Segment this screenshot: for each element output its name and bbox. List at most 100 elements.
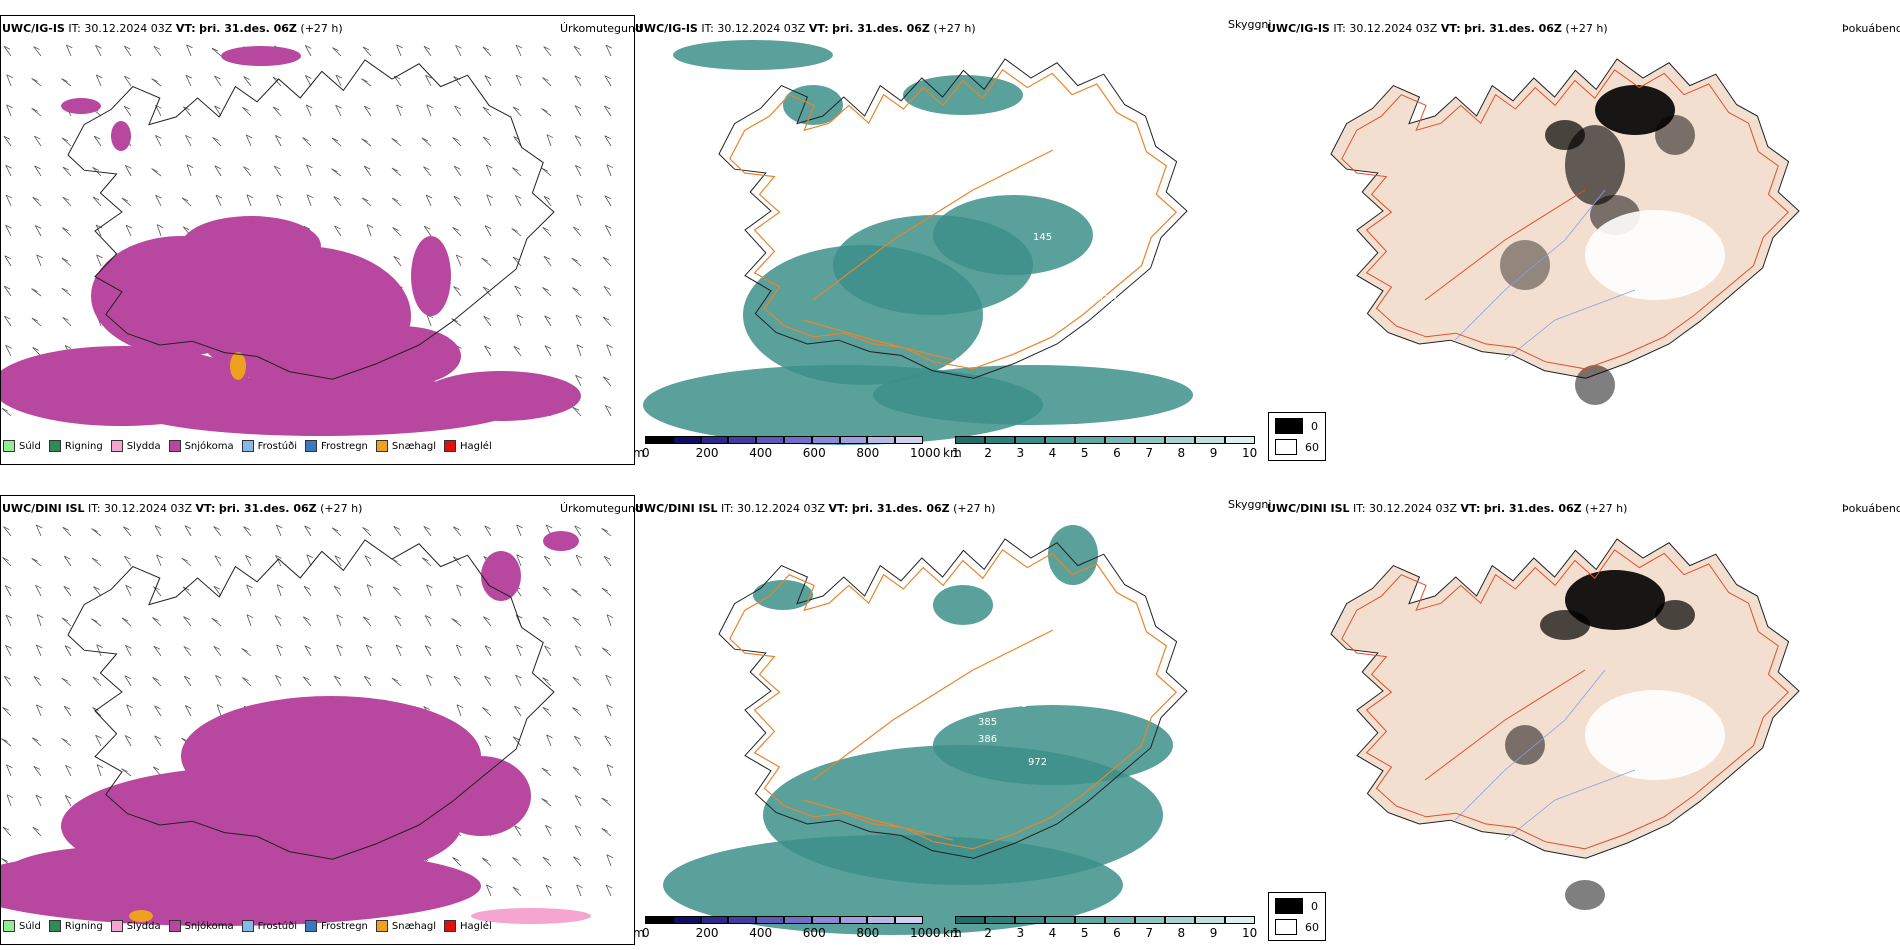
it-value: 30.12.2024 03Z <box>84 22 173 35</box>
colorbar-tick: 9 <box>1209 446 1218 460</box>
lead-time: (+27 h) <box>300 22 343 35</box>
low-visibility-area <box>663 835 1123 935</box>
snow-area <box>111 121 131 151</box>
coastline <box>718 538 1188 859</box>
colorbar-tick: 0 <box>642 446 650 460</box>
land-area <box>1330 58 1800 379</box>
fog-spot <box>1655 115 1695 155</box>
visibility-label: 386 <box>978 734 997 745</box>
legend-swatch <box>305 440 317 452</box>
colorbar-tick: 7 <box>1145 926 1153 940</box>
snow-area <box>121 376 521 436</box>
coastline <box>718 58 1188 379</box>
fog-legend-label: 0 <box>1311 899 1318 913</box>
snow-area <box>61 98 101 114</box>
fog-spot <box>1655 600 1695 630</box>
legend-label: Slydda <box>126 440 161 452</box>
colorbar-tick: 6 <box>1113 926 1121 940</box>
fog-legend-item: 60 <box>1275 439 1319 455</box>
fog-panel-1 <box>1265 15 1900 463</box>
colorbar-segment <box>839 436 868 444</box>
colorbar-tick: 600 <box>802 926 826 940</box>
colorbar-segment <box>1015 916 1045 924</box>
colorbar-segment <box>1015 436 1045 444</box>
legend-swatch <box>305 920 317 932</box>
precip-legend-2: Súld Rigning Slydda Snjókoma Frostúði Frostre… <box>3 916 492 936</box>
fog-legend-label: 60 <box>1305 920 1319 934</box>
colorbar-tick: 6 <box>1113 446 1121 460</box>
visibility-colorbar-1: km 1 2 3 4 5 6 7 8 9 10 <box>943 436 1265 462</box>
legend-label: Haglél <box>460 440 492 452</box>
fog-spot <box>1565 570 1665 630</box>
legend-item: Haglél <box>444 920 492 932</box>
legend-swatch <box>375 440 388 452</box>
precip-type-panel-1: Súld Rigning Slydda Snjókoma Frostúði Frostre… <box>0 15 635 465</box>
legend-swatch <box>3 920 15 932</box>
legend-item: Frostúði <box>241 920 297 932</box>
colorbar-segment <box>1225 916 1255 924</box>
low-visibility-area <box>673 40 833 70</box>
vt-label: VT: <box>175 22 196 35</box>
colorbar-tick: 10 <box>1242 926 1258 940</box>
colorbar-tick: 3 <box>1016 446 1025 460</box>
vt-value: þri. 31.des. 06Z <box>199 22 297 35</box>
visibility-label: 145 <box>1033 232 1052 243</box>
legend-label: Snjókoma <box>184 920 234 932</box>
panel-name-fog-1: Þokuábendi <box>1842 22 1900 35</box>
snow-area <box>341 326 461 386</box>
fog-spot <box>1545 120 1585 150</box>
panel-title-fog-1: UWC/IG-IS IT: 30.12.2024 03Z VT: þri. 31… <box>1267 22 1608 35</box>
colorbar-tick: 7 <box>1145 446 1153 460</box>
snow-area <box>181 216 321 276</box>
snow-area <box>431 756 531 836</box>
precip-type-map-1 <box>1 44 614 436</box>
visibility-field <box>663 525 1173 935</box>
legend-label: Snjókoma <box>184 440 234 452</box>
fog-legend-label: 60 <box>1305 440 1319 454</box>
legend-item: Súld <box>3 920 41 932</box>
fog-legend-swatch <box>1275 418 1303 434</box>
panel-title-cloud-2: UWC/DINI ISL IT: 30.12.2024 03Z VT: þri.… <box>635 502 996 515</box>
height-colorbar-1: m 0 200 400 600 800 1000 <box>633 436 941 462</box>
legend-label: Frostregn <box>321 440 368 452</box>
road-network <box>1341 549 1789 850</box>
colorbar-segment <box>985 916 1015 924</box>
graupel-area <box>129 910 153 922</box>
colorbar-tick: 400 <box>749 446 773 460</box>
colorbar-tick: 200 <box>695 446 719 460</box>
colorbar-tick: 1 <box>952 926 960 940</box>
snow-area <box>481 551 521 601</box>
colorbar-segment <box>728 436 757 444</box>
panel-name-cloud-1: Skyggni <box>1228 18 1272 31</box>
road-network <box>729 548 1178 850</box>
panel-name-cloud-2: Skyggni <box>1228 498 1272 511</box>
fog-indicator-field <box>1505 570 1725 910</box>
fog-legend-swatch <box>1275 439 1297 455</box>
fog-legend-item: 0 <box>1275 418 1319 434</box>
legend-swatch <box>168 920 181 932</box>
legend-label: Haglél <box>460 920 492 932</box>
fog-map-2 <box>1330 538 1800 910</box>
cloud-base-map-2: 965 614 798 385 386 972 <box>663 522 1188 935</box>
legend-item: Haglél <box>444 440 492 452</box>
fog-legend-label: 0 <box>1311 419 1318 433</box>
legend-swatch <box>241 920 254 932</box>
snow-areas <box>1 46 581 436</box>
colorbar-segment <box>784 436 812 444</box>
visibility-label: 972 <box>1028 757 1047 768</box>
snow-area <box>543 531 579 551</box>
colorbar-tick: 1000 <box>910 926 941 940</box>
legend-swatch <box>168 440 181 452</box>
no-fog-area <box>1585 210 1725 300</box>
panel-title-precip-1: UWC/IG-IS IT: 30.12.2024 03Z VT: þri. 31… <box>2 22 343 35</box>
colorbar-segment <box>811 436 840 444</box>
colorbar-segment <box>1045 916 1075 924</box>
colorbar-tick: 8 <box>1177 446 1186 460</box>
colorbar-unit: m <box>633 446 645 460</box>
colorbar-tick: 9 <box>1209 926 1218 940</box>
precip-type-panel-2: Súld Rigning Slydda Snjókoma Frostúði Frostre… <box>0 495 635 945</box>
wind-barbs <box>1 44 614 417</box>
visibility-label: 965 <box>803 522 822 533</box>
colorbar-tick: 200 <box>695 926 719 940</box>
visibility-label: 173 <box>1098 294 1117 305</box>
